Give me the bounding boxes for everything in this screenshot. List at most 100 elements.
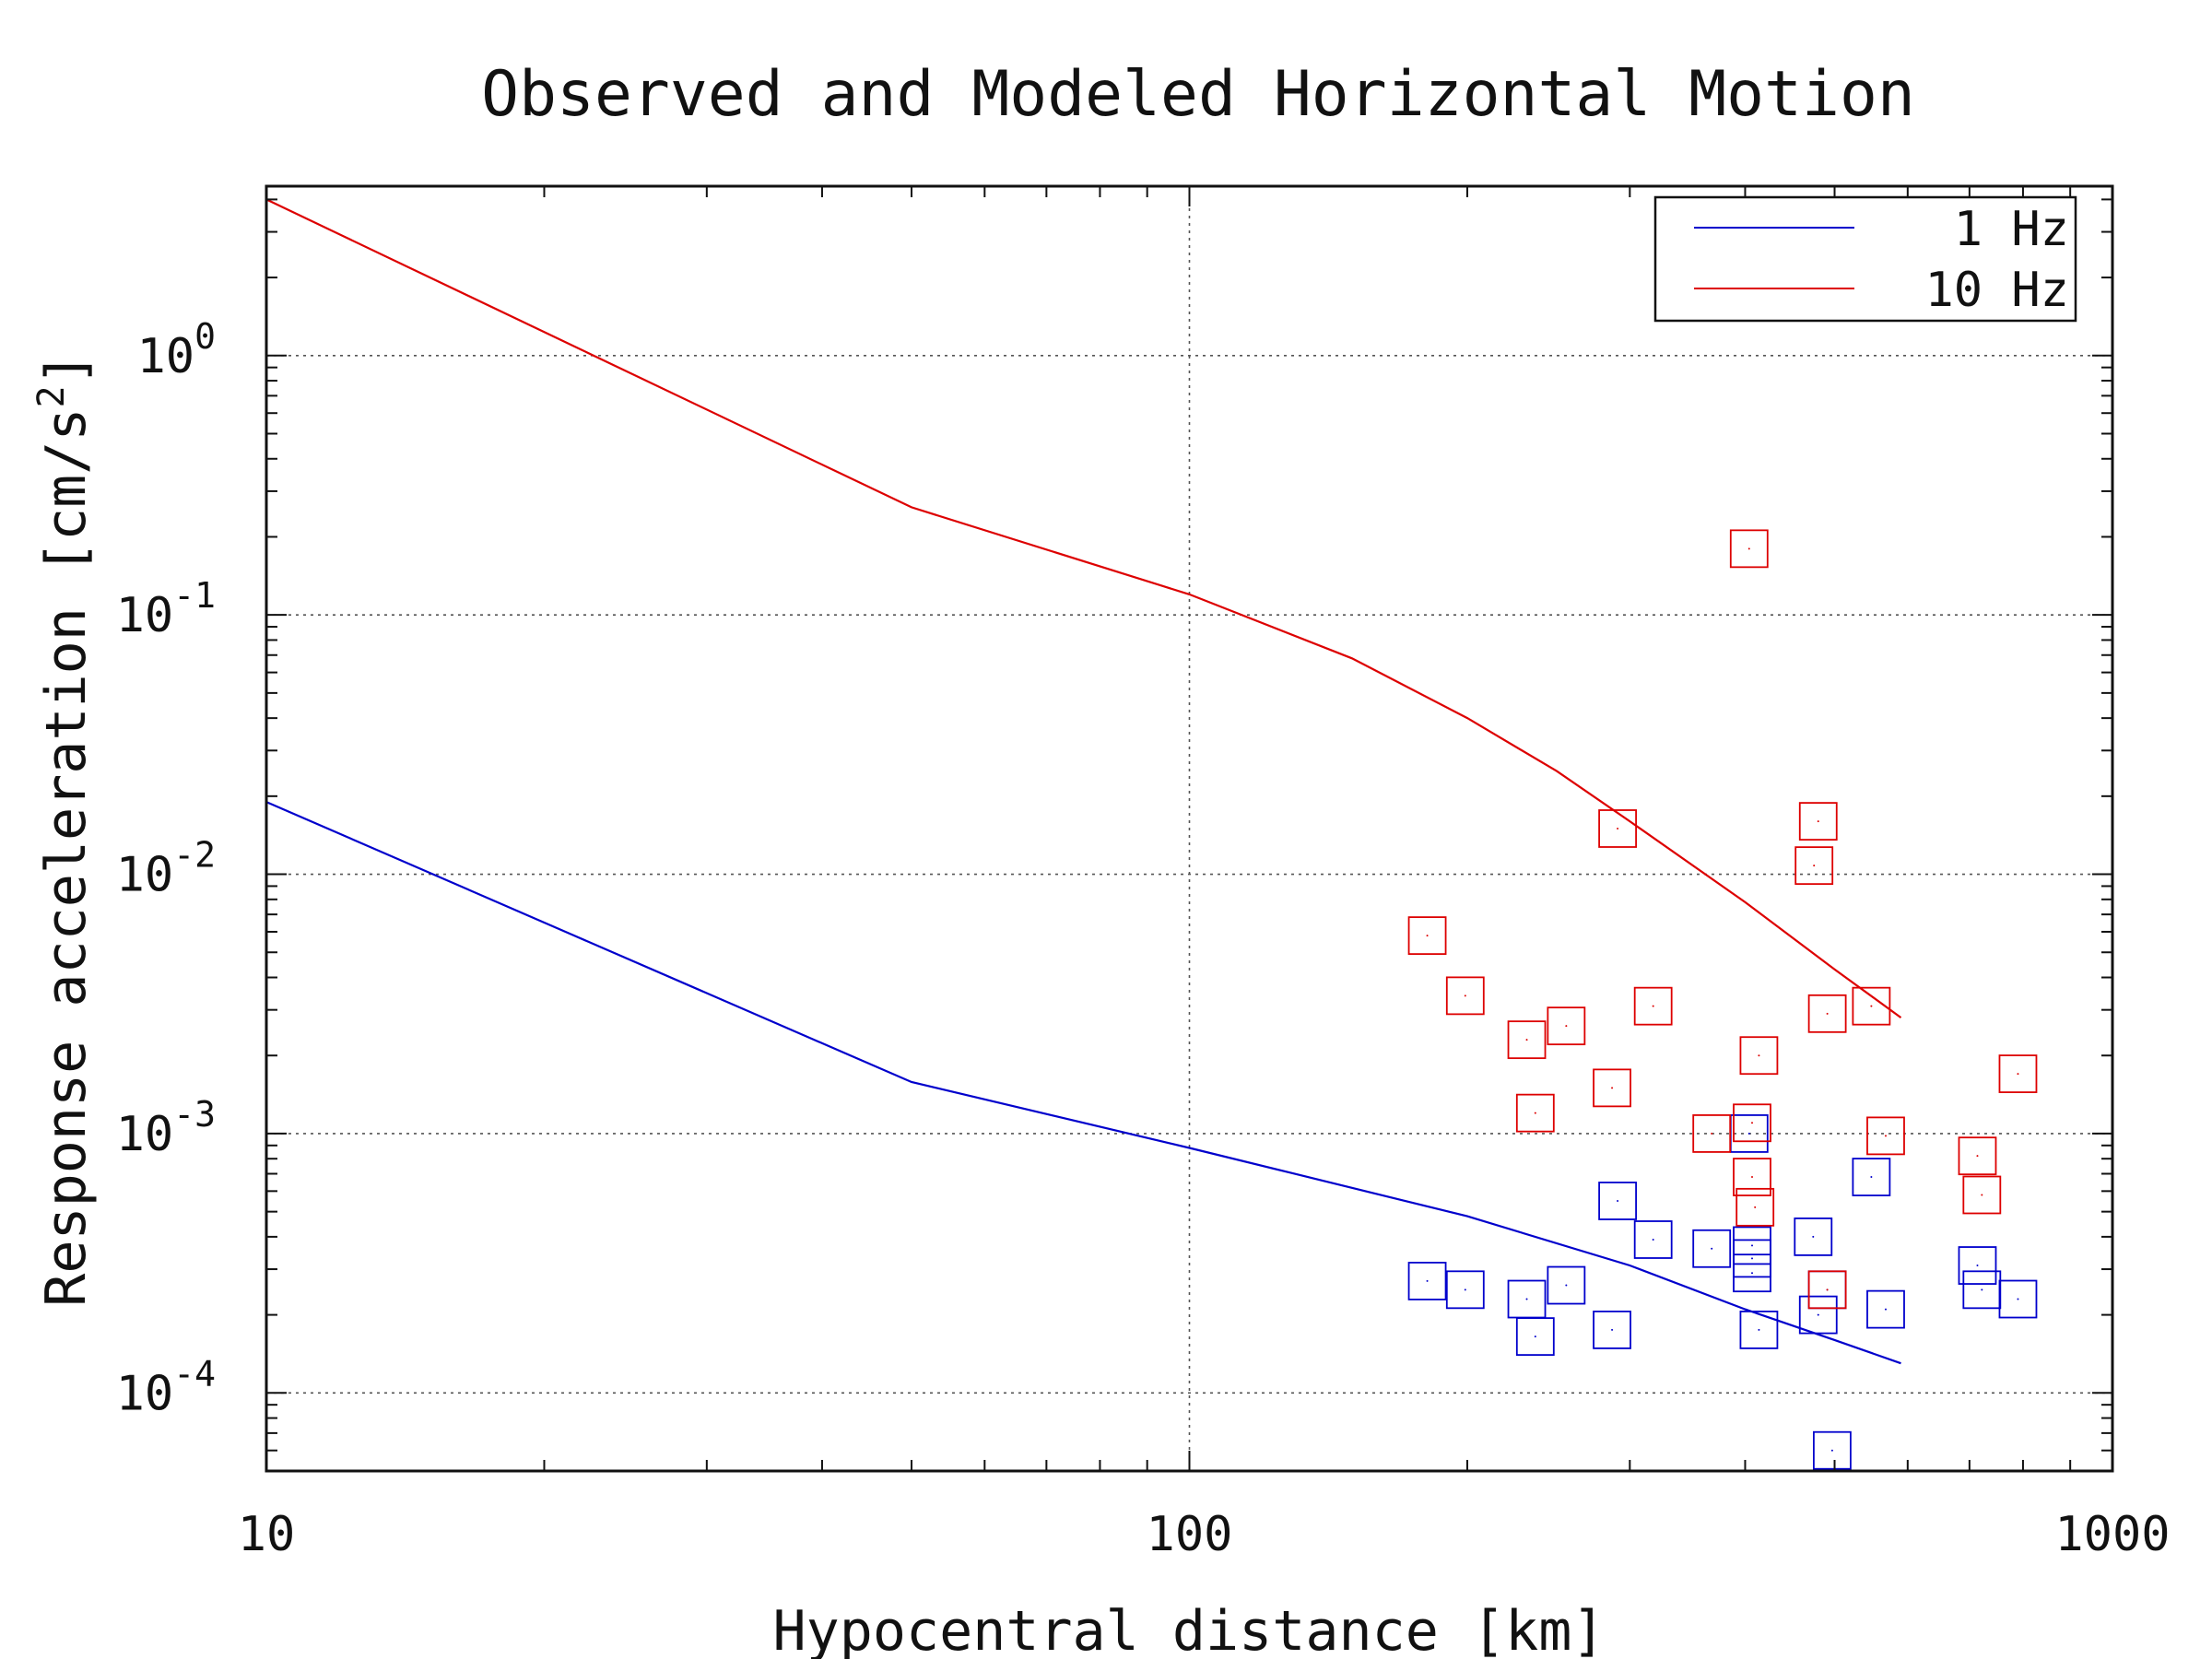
- observed-point-dot: [1884, 1135, 1887, 1137]
- observed-point-marker: [1593, 1068, 1631, 1108]
- observed-point-marker: [1633, 1220, 1673, 1259]
- observed-point-dot: [1534, 1335, 1536, 1338]
- y-axis-label-base: Response acceleration [cm/s: [34, 407, 99, 1306]
- observed-point-dot: [1652, 1005, 1654, 1007]
- observed-point-marker: [1729, 529, 1769, 569]
- observed-point-dot: [1758, 1328, 1760, 1331]
- observed-point-dot: [1826, 1012, 1829, 1015]
- y-tick-label-base: 10: [116, 588, 174, 643]
- observed-point-marker: [1733, 1158, 1771, 1196]
- observed-point-dot: [1817, 820, 1819, 823]
- observed-point-marker: [1507, 1020, 1547, 1060]
- observed-point-marker: [1998, 1279, 2038, 1319]
- y-tick-label: 10-2: [116, 835, 216, 903]
- y-tick-label-exp: -3: [173, 1094, 216, 1135]
- y-tick-label-exp: -1: [173, 575, 216, 616]
- observed-point-dot: [1617, 828, 1619, 830]
- observed-point-marker: [1515, 1093, 1555, 1133]
- observed-point-marker: [1735, 1187, 1775, 1227]
- observed-point-dot: [1751, 1176, 1754, 1179]
- observed-point-dot: [1652, 1238, 1654, 1241]
- observed-point-marker: [1866, 1289, 1905, 1329]
- observed-point-dot: [1751, 1257, 1754, 1260]
- observed-point-marker: [1798, 1295, 1838, 1335]
- observed-point-dot: [1976, 1155, 1979, 1158]
- observed-point-marker: [1807, 994, 1847, 1033]
- y-tick-label-base: 10: [136, 329, 194, 384]
- observed-point-dot: [1565, 1025, 1568, 1028]
- observed-point-marker: [1445, 1270, 1485, 1310]
- observed-point-dot: [1870, 1005, 1873, 1007]
- observed-point-dot: [1884, 1308, 1887, 1311]
- observed-point-marker: [1807, 1270, 1847, 1310]
- legend: 1 Hz 10 Hz: [1653, 195, 2077, 323]
- observed-point-dot: [1747, 1132, 1750, 1135]
- observed-point-marker: [1794, 1217, 1833, 1256]
- observed-point-dot: [1525, 1298, 1528, 1300]
- observed-point-dot: [1464, 1288, 1466, 1291]
- chart-title: Observed and Modeled Horizontal Motion: [481, 58, 1915, 131]
- grid-lines: [266, 186, 2112, 1471]
- observed-point-dot: [1812, 1235, 1815, 1238]
- y-tick-label-exp: 0: [194, 316, 216, 357]
- observed-point-dot: [1813, 865, 1816, 867]
- observed-point-marker: [1813, 1430, 1852, 1470]
- observed-point-dot: [1751, 1244, 1754, 1247]
- x-tick-label: 1000: [2054, 1507, 2170, 1562]
- observed-point-dot: [1611, 1328, 1614, 1331]
- observed-point-marker: [1794, 846, 1834, 886]
- series-line-1hz: [265, 801, 1901, 1365]
- observed-point-marker: [1445, 976, 1485, 1016]
- observed-point-marker: [1515, 1317, 1555, 1357]
- observed-point-dot: [1758, 1054, 1760, 1057]
- observed-point-dot: [1426, 935, 1429, 937]
- observed-point-marker: [1958, 1246, 1997, 1285]
- observed-point-marker: [1547, 1006, 1586, 1046]
- observed-point-dot: [1611, 1087, 1614, 1089]
- observed-point-marker: [1692, 1229, 1732, 1268]
- tick-marks: [265, 186, 2113, 1472]
- y-tick-label-base: 10: [116, 1107, 174, 1162]
- y-tick-label: 10-3: [116, 1094, 216, 1162]
- observed-point-dot: [1565, 1284, 1568, 1287]
- observed-point-marker: [1593, 1311, 1631, 1349]
- observed-point-marker: [1407, 1262, 1447, 1300]
- observed-point-marker: [1598, 1182, 1637, 1220]
- observed-point-dot: [1870, 1176, 1873, 1179]
- observed-point-marker: [1798, 802, 1838, 841]
- observed-point-marker: [1733, 1253, 1771, 1293]
- observed-point-marker: [1962, 1175, 2002, 1215]
- observed-point-dot: [1747, 547, 1750, 550]
- observed-point-dot: [1751, 1122, 1754, 1124]
- series-layer: [265, 198, 2038, 1470]
- observed-point-marker: [1547, 1265, 1586, 1305]
- observed-point-marker: [1739, 1311, 1779, 1349]
- observed-point-marker: [1958, 1136, 1997, 1176]
- y-axis-label-sup: 2: [30, 385, 73, 407]
- legend-box: [1653, 195, 2077, 323]
- observed-point-marker: [1852, 1158, 1891, 1196]
- observed-point-dot: [1817, 1313, 1819, 1316]
- observed-point-dot: [1464, 994, 1466, 997]
- observed-point-dot: [1711, 1247, 1713, 1250]
- y-tick-label: 100: [136, 316, 216, 384]
- observed-point-marker: [1733, 1103, 1771, 1143]
- observed-point-marker: [1739, 1036, 1779, 1076]
- observed-point-marker: [1998, 1054, 2038, 1093]
- observed-point-marker: [1598, 809, 1637, 848]
- observed-point-marker: [1866, 1116, 1905, 1156]
- observed-point-dot: [1711, 1132, 1713, 1135]
- y-tick-label-base: 10: [116, 1366, 174, 1421]
- observed-point-marker: [1407, 916, 1447, 956]
- observed-point-dot: [1751, 1272, 1754, 1275]
- observed-point-dot: [2017, 1073, 2019, 1076]
- y-axis-label-tail: ]: [34, 352, 99, 385]
- observed-point-dot: [1754, 1206, 1757, 1208]
- observed-point-dot: [1617, 1199, 1619, 1202]
- observed-point-dot: [1981, 1194, 1983, 1196]
- y-axis-label: Response acceleration [cm/s2]: [30, 352, 99, 1307]
- observed-point-dot: [1976, 1265, 1979, 1267]
- y-tick-label-exp: -2: [173, 835, 216, 876]
